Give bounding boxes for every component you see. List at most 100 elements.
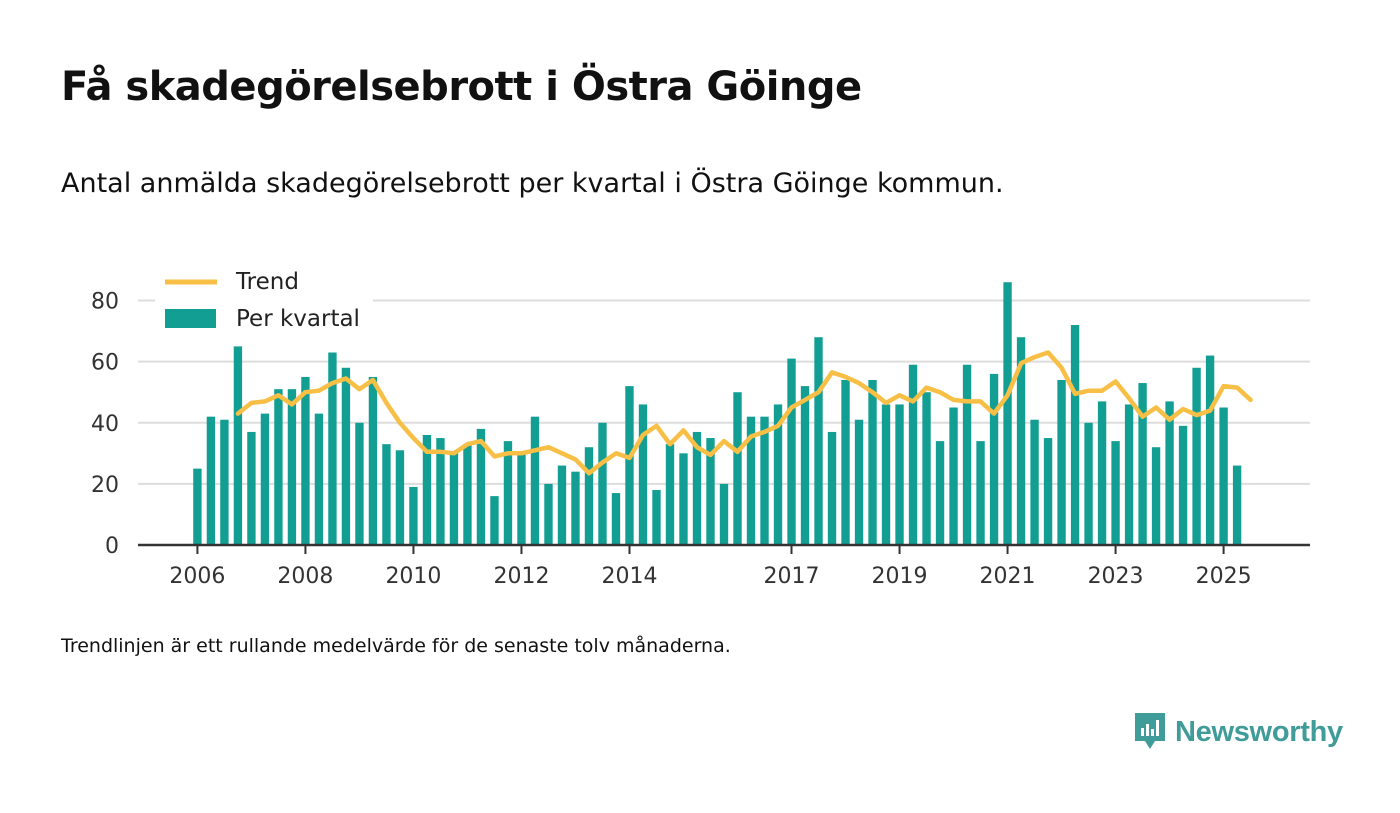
x-tick-label: 2017	[764, 564, 820, 589]
bar	[746, 416, 756, 545]
x-tick-label: 2006	[169, 564, 225, 589]
bar	[773, 404, 783, 545]
bar	[233, 346, 243, 545]
legend-trend-label: Trend	[235, 269, 299, 295]
bar	[584, 447, 594, 545]
x-tick-label: 2019	[872, 564, 928, 589]
bar	[692, 431, 702, 545]
bar	[1057, 380, 1066, 545]
bar	[395, 450, 405, 545]
bar	[1030, 419, 1039, 545]
bar	[1178, 425, 1188, 545]
bar	[881, 404, 891, 545]
bar	[463, 444, 472, 545]
bar	[922, 392, 931, 545]
legend: Trend Per kvartal	[155, 263, 373, 341]
y-tick-label: 80	[91, 290, 119, 315]
x-tick-label: 2008	[277, 564, 333, 589]
bar	[787, 358, 796, 545]
bar	[665, 444, 675, 545]
bar	[814, 337, 823, 545]
bar	[544, 483, 553, 545]
bar	[1111, 441, 1120, 545]
bar	[719, 483, 729, 545]
bar	[571, 471, 580, 545]
bar	[517, 453, 526, 545]
bar	[503, 441, 513, 545]
bar	[733, 392, 742, 545]
bar	[382, 444, 391, 545]
bar	[301, 376, 310, 545]
trend-line	[235, 350, 1253, 476]
bar	[652, 490, 661, 545]
bar	[1016, 337, 1026, 545]
y-tick-label: 20	[91, 473, 119, 498]
bar	[908, 364, 918, 545]
bar	[1003, 282, 1012, 545]
bar	[1151, 447, 1161, 545]
footnote: Trendlinjen är ett rullande medelvärde f…	[61, 635, 731, 657]
bar	[827, 431, 837, 545]
bar	[962, 364, 972, 545]
bar	[1097, 401, 1107, 545]
bar	[760, 416, 769, 545]
x-tick-label: 2012	[493, 564, 549, 589]
bar	[247, 431, 256, 545]
bar	[989, 373, 999, 545]
bar	[935, 441, 945, 545]
bar	[355, 422, 364, 545]
bar	[193, 468, 202, 545]
bar	[598, 422, 607, 545]
bar	[1070, 325, 1080, 545]
bar	[1124, 404, 1134, 545]
bar	[679, 453, 688, 545]
bar	[530, 416, 540, 545]
bar	[625, 386, 634, 545]
newsworthy-logo-icon	[1135, 713, 1165, 749]
bar	[1043, 438, 1053, 545]
bar	[1205, 355, 1215, 545]
bar	[341, 367, 351, 545]
x-axis: 2006 2008 2010 2012 2014 2017 2019 2021 2023 2025	[138, 543, 1310, 589]
bar	[274, 389, 283, 545]
bar	[409, 486, 418, 545]
brand: Newsworthy	[1133, 710, 1343, 754]
bar	[976, 441, 985, 545]
chart-subtitle: Antal anmälda skadegörelsebrott per kvar…	[61, 168, 1004, 199]
bar	[314, 413, 324, 545]
bar	[638, 404, 648, 545]
bar	[476, 428, 486, 545]
x-tick-label: 2010	[385, 564, 441, 589]
legend-bar-swatch	[165, 309, 216, 328]
bar	[895, 404, 904, 545]
brand-name: Newsworthy	[1175, 715, 1343, 748]
bar	[557, 465, 567, 545]
bar	[1165, 401, 1174, 545]
bar	[706, 438, 715, 545]
y-tick-label: 60	[91, 351, 119, 376]
bar	[436, 438, 445, 545]
legend-bar-label: Per kvartal	[236, 306, 360, 332]
x-tick-label: 2023	[1088, 564, 1144, 589]
bar-series	[193, 282, 1242, 545]
bar	[1138, 383, 1147, 545]
y-tick-label: 40	[91, 412, 119, 437]
bar	[449, 453, 459, 545]
trend-series	[235, 350, 1253, 476]
bar	[611, 493, 621, 545]
x-tick-label: 2025	[1196, 564, 1252, 589]
bar	[368, 376, 378, 545]
bar	[220, 419, 229, 545]
bar	[1232, 465, 1242, 545]
bar	[260, 413, 270, 545]
bar	[868, 380, 877, 545]
bar	[206, 416, 216, 545]
bar	[1084, 422, 1093, 545]
bar	[841, 380, 850, 545]
bar	[854, 419, 864, 545]
x-tick-label: 2021	[980, 564, 1036, 589]
bar	[949, 407, 958, 545]
bar	[287, 389, 297, 545]
x-tick-label: 2014	[601, 564, 657, 589]
